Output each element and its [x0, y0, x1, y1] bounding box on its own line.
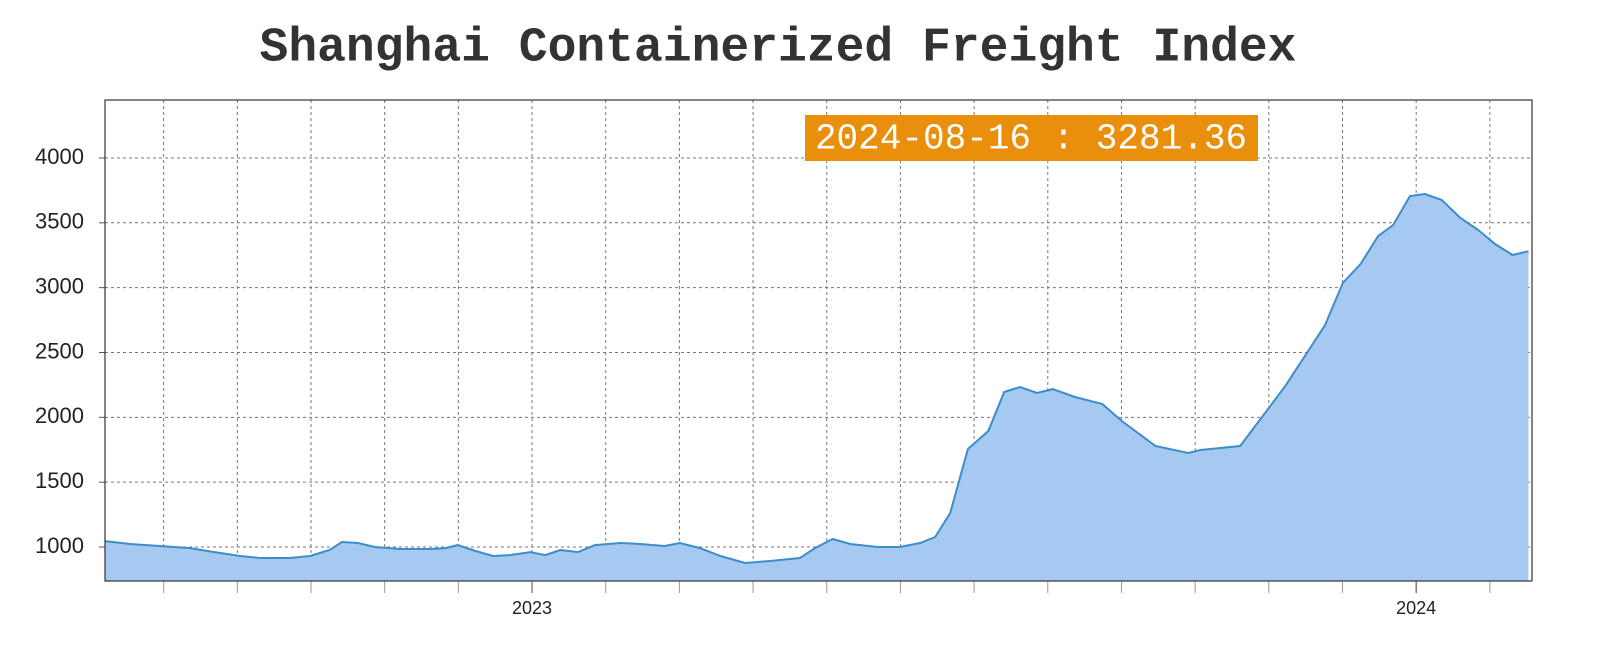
y-tick-label: 3000 — [35, 273, 84, 298]
plot-frame — [104, 99, 1533, 582]
y-tick-label: 2500 — [35, 338, 84, 363]
y-tick-label: 3500 — [35, 209, 84, 234]
y-tick-label: 1500 — [35, 468, 84, 493]
x-tick-label: 2023 — [512, 598, 552, 618]
y-tick-label: 2000 — [35, 403, 84, 428]
annotation-box — [805, 115, 1258, 161]
y-tick-label: 4000 — [35, 144, 84, 169]
y-tick-label: 1000 — [35, 533, 84, 558]
annotation: 2024-08-16 : 3281.36 — [815, 119, 1247, 160]
x-tick-label: 2024 — [1396, 598, 1436, 618]
area-fill — [105, 194, 1529, 581]
area-line — [104, 192, 1529, 565]
chart-title: Shanghai Containerized Freight Index — [260, 22, 1297, 76]
